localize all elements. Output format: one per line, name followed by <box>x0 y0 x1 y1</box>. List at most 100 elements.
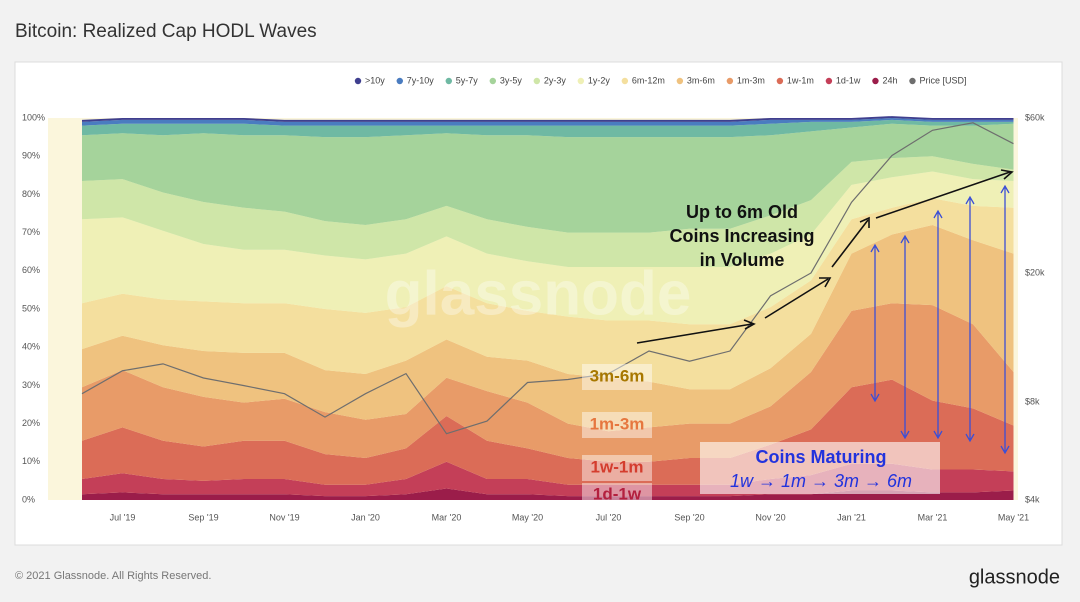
x-tick-label: May '20 <box>512 512 543 522</box>
chart-title: Bitcoin: Realized Cap HODL Waves <box>15 21 317 42</box>
y-tick-label: 50% <box>22 303 40 313</box>
trend-arrows <box>636 169 1014 344</box>
y-tick-label: 80% <box>22 189 40 199</box>
band-label: 1w-1m <box>591 457 644 476</box>
y-tick-label: 70% <box>22 227 40 237</box>
annotation: 1w → 1m → 3m → 6m <box>730 471 912 491</box>
label-box <box>582 412 652 438</box>
legend-label: 7y-10y <box>407 75 435 85</box>
y2-tick-label: $8k <box>1025 397 1040 407</box>
legend: >10y 7y-10y 5y-7y 3y-5y 2y-3y 1y-2y 6m-12m 3m-6… <box>354 75 966 85</box>
legend-marker <box>533 77 541 85</box>
legend-label: 6m-12m <box>632 75 665 85</box>
area <box>82 224 1014 432</box>
arrow-head <box>819 277 832 288</box>
y-tick-label: 100% <box>22 112 45 122</box>
legend-label: 1y-2y <box>588 75 611 85</box>
legend-label: 24h <box>882 75 897 85</box>
annotation: Coins Maturing <box>756 447 887 467</box>
band-label: 3m-6m <box>590 366 645 385</box>
legend-marker <box>577 77 585 85</box>
y-tick-label: 60% <box>22 265 40 275</box>
x-tick-label: Jul '20 <box>596 512 622 522</box>
legend-marker <box>489 77 497 85</box>
area <box>82 303 1014 462</box>
legend-label: 1w-1m <box>787 75 814 85</box>
legend-marker <box>909 77 916 85</box>
maturing-arrows <box>870 184 1010 455</box>
y-tick-label: 10% <box>22 456 40 466</box>
annotations: Up to 6m Old Coins Increasing in Volume … <box>582 169 1014 507</box>
x-tick-label: Mar '20 <box>432 512 462 522</box>
area <box>82 171 1014 325</box>
y2-tick-label: $60k <box>1025 112 1045 122</box>
legend-marker <box>396 77 403 85</box>
annotation: Coins Increasing <box>669 226 814 246</box>
legend-marker <box>676 77 684 85</box>
price-line <box>81 122 1014 435</box>
arrow-head <box>859 216 870 228</box>
x-tick-label: Jan '21 <box>837 512 866 522</box>
label-box <box>582 455 652 481</box>
legend-marker <box>726 77 734 85</box>
band-label: 1d-1w <box>593 484 642 503</box>
legend-label: 3y-5y <box>500 75 523 85</box>
arrow <box>831 219 869 268</box>
arrow-head <box>743 319 756 330</box>
legend-marker <box>776 77 784 85</box>
x-tick-label: Nov '20 <box>755 512 785 522</box>
watermark: glassnode <box>385 259 692 328</box>
area <box>82 123 1014 233</box>
plot-area: glassnode 0% 10% 20% 30% 40% 50% 60% 70% 80% 90% 10… <box>22 112 1045 522</box>
legend-label: Price [USD] <box>919 75 966 85</box>
y-tick-label: 30% <box>22 380 40 390</box>
x-tick-label: Nov '19 <box>269 512 299 522</box>
legend-marker <box>621 77 629 85</box>
legend-marker <box>354 77 362 85</box>
x-tick-label: May '21 <box>998 512 1029 522</box>
label-box <box>582 483 652 507</box>
y-tick-label: 90% <box>22 151 40 161</box>
footer: © 2021 Glassnode. All Rights Reserved. <box>15 570 211 582</box>
legend-label: 3m-6m <box>687 75 715 85</box>
area <box>82 119 1014 138</box>
area <box>82 488 1014 500</box>
annotation: Up to 6m Old <box>686 202 798 222</box>
x-tick-label: Mar '21 <box>918 512 948 522</box>
y-tick-label: 20% <box>22 418 40 428</box>
legend-marker <box>445 77 452 85</box>
arrow-head <box>1000 169 1014 180</box>
double-arrow <box>965 195 975 443</box>
legend-label: 1d-1w <box>836 75 861 85</box>
legend-label: 2y-3y <box>544 75 567 85</box>
area <box>82 116 1014 122</box>
double-arrow <box>870 243 880 403</box>
logo: glassnode <box>969 566 1060 588</box>
x-tick-label: Jul '19 <box>110 512 136 522</box>
y2-tick-label: $20k <box>1025 267 1045 277</box>
legend-label: >10y <box>365 75 385 85</box>
legend-label: 5y-7y <box>456 75 479 85</box>
x-tick-label: Sep '19 <box>188 512 218 522</box>
y-tick-label: 0% <box>22 494 35 504</box>
label-box <box>582 364 652 390</box>
double-arrow <box>900 234 910 440</box>
arrow <box>636 323 753 344</box>
arrow <box>764 278 829 319</box>
y2-tick-label: $4k <box>1025 494 1040 504</box>
annotation: in Volume <box>700 250 785 270</box>
legend-marker <box>825 77 833 85</box>
legend-marker <box>872 77 879 85</box>
area <box>82 198 1014 390</box>
note-box <box>700 442 940 494</box>
x-tick-label: Jan '20 <box>351 512 380 522</box>
area <box>82 156 1014 267</box>
volume-note: Up to 6m Old Coins Increasing in Volume <box>669 202 814 270</box>
legend-label: 1m-3m <box>737 75 765 85</box>
band-label: 1m-3m <box>590 414 645 433</box>
double-arrow <box>933 209 943 440</box>
double-arrow <box>1000 184 1010 455</box>
y-tick-label: 40% <box>22 342 40 352</box>
x-tick-label: Sep '20 <box>674 512 704 522</box>
